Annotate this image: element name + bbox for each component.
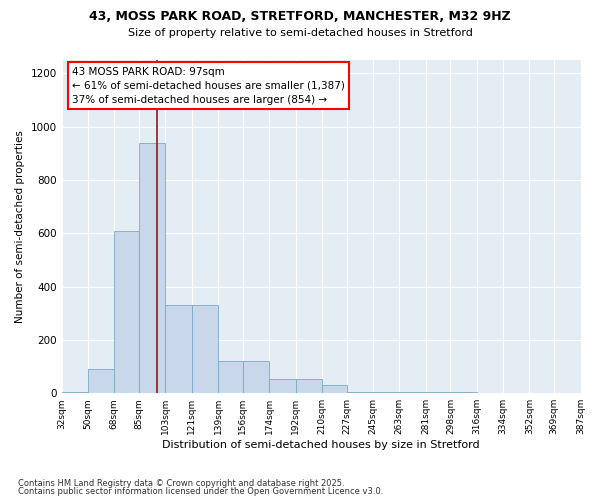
Bar — [139, 142, 166, 393]
X-axis label: Distribution of semi-detached houses by size in Stretford: Distribution of semi-detached houses by … — [162, 440, 480, 450]
Bar — [373, 392, 399, 393]
Bar — [114, 230, 139, 393]
Text: 43 MOSS PARK ROAD: 97sqm
← 61% of semi-detached houses are smaller (1,387)
37% o: 43 MOSS PARK ROAD: 97sqm ← 61% of semi-d… — [72, 66, 345, 104]
Bar — [218, 361, 243, 393]
Y-axis label: Number of semi-detached properties: Number of semi-detached properties — [15, 130, 25, 323]
Bar — [347, 392, 373, 393]
Bar — [88, 369, 114, 393]
Bar — [166, 305, 192, 393]
Text: Contains HM Land Registry data © Crown copyright and database right 2025.: Contains HM Land Registry data © Crown c… — [18, 478, 344, 488]
Bar — [243, 361, 269, 393]
Bar — [269, 378, 296, 393]
Text: Size of property relative to semi-detached houses in Stretford: Size of property relative to semi-detach… — [128, 28, 472, 38]
Bar — [62, 392, 88, 393]
Bar — [296, 378, 322, 393]
Bar — [451, 392, 477, 393]
Bar — [192, 305, 218, 393]
Bar — [322, 385, 347, 393]
Bar — [425, 392, 451, 393]
Text: 43, MOSS PARK ROAD, STRETFORD, MANCHESTER, M32 9HZ: 43, MOSS PARK ROAD, STRETFORD, MANCHESTE… — [89, 10, 511, 23]
Text: Contains public sector information licensed under the Open Government Licence v3: Contains public sector information licen… — [18, 487, 383, 496]
Bar — [399, 392, 425, 393]
